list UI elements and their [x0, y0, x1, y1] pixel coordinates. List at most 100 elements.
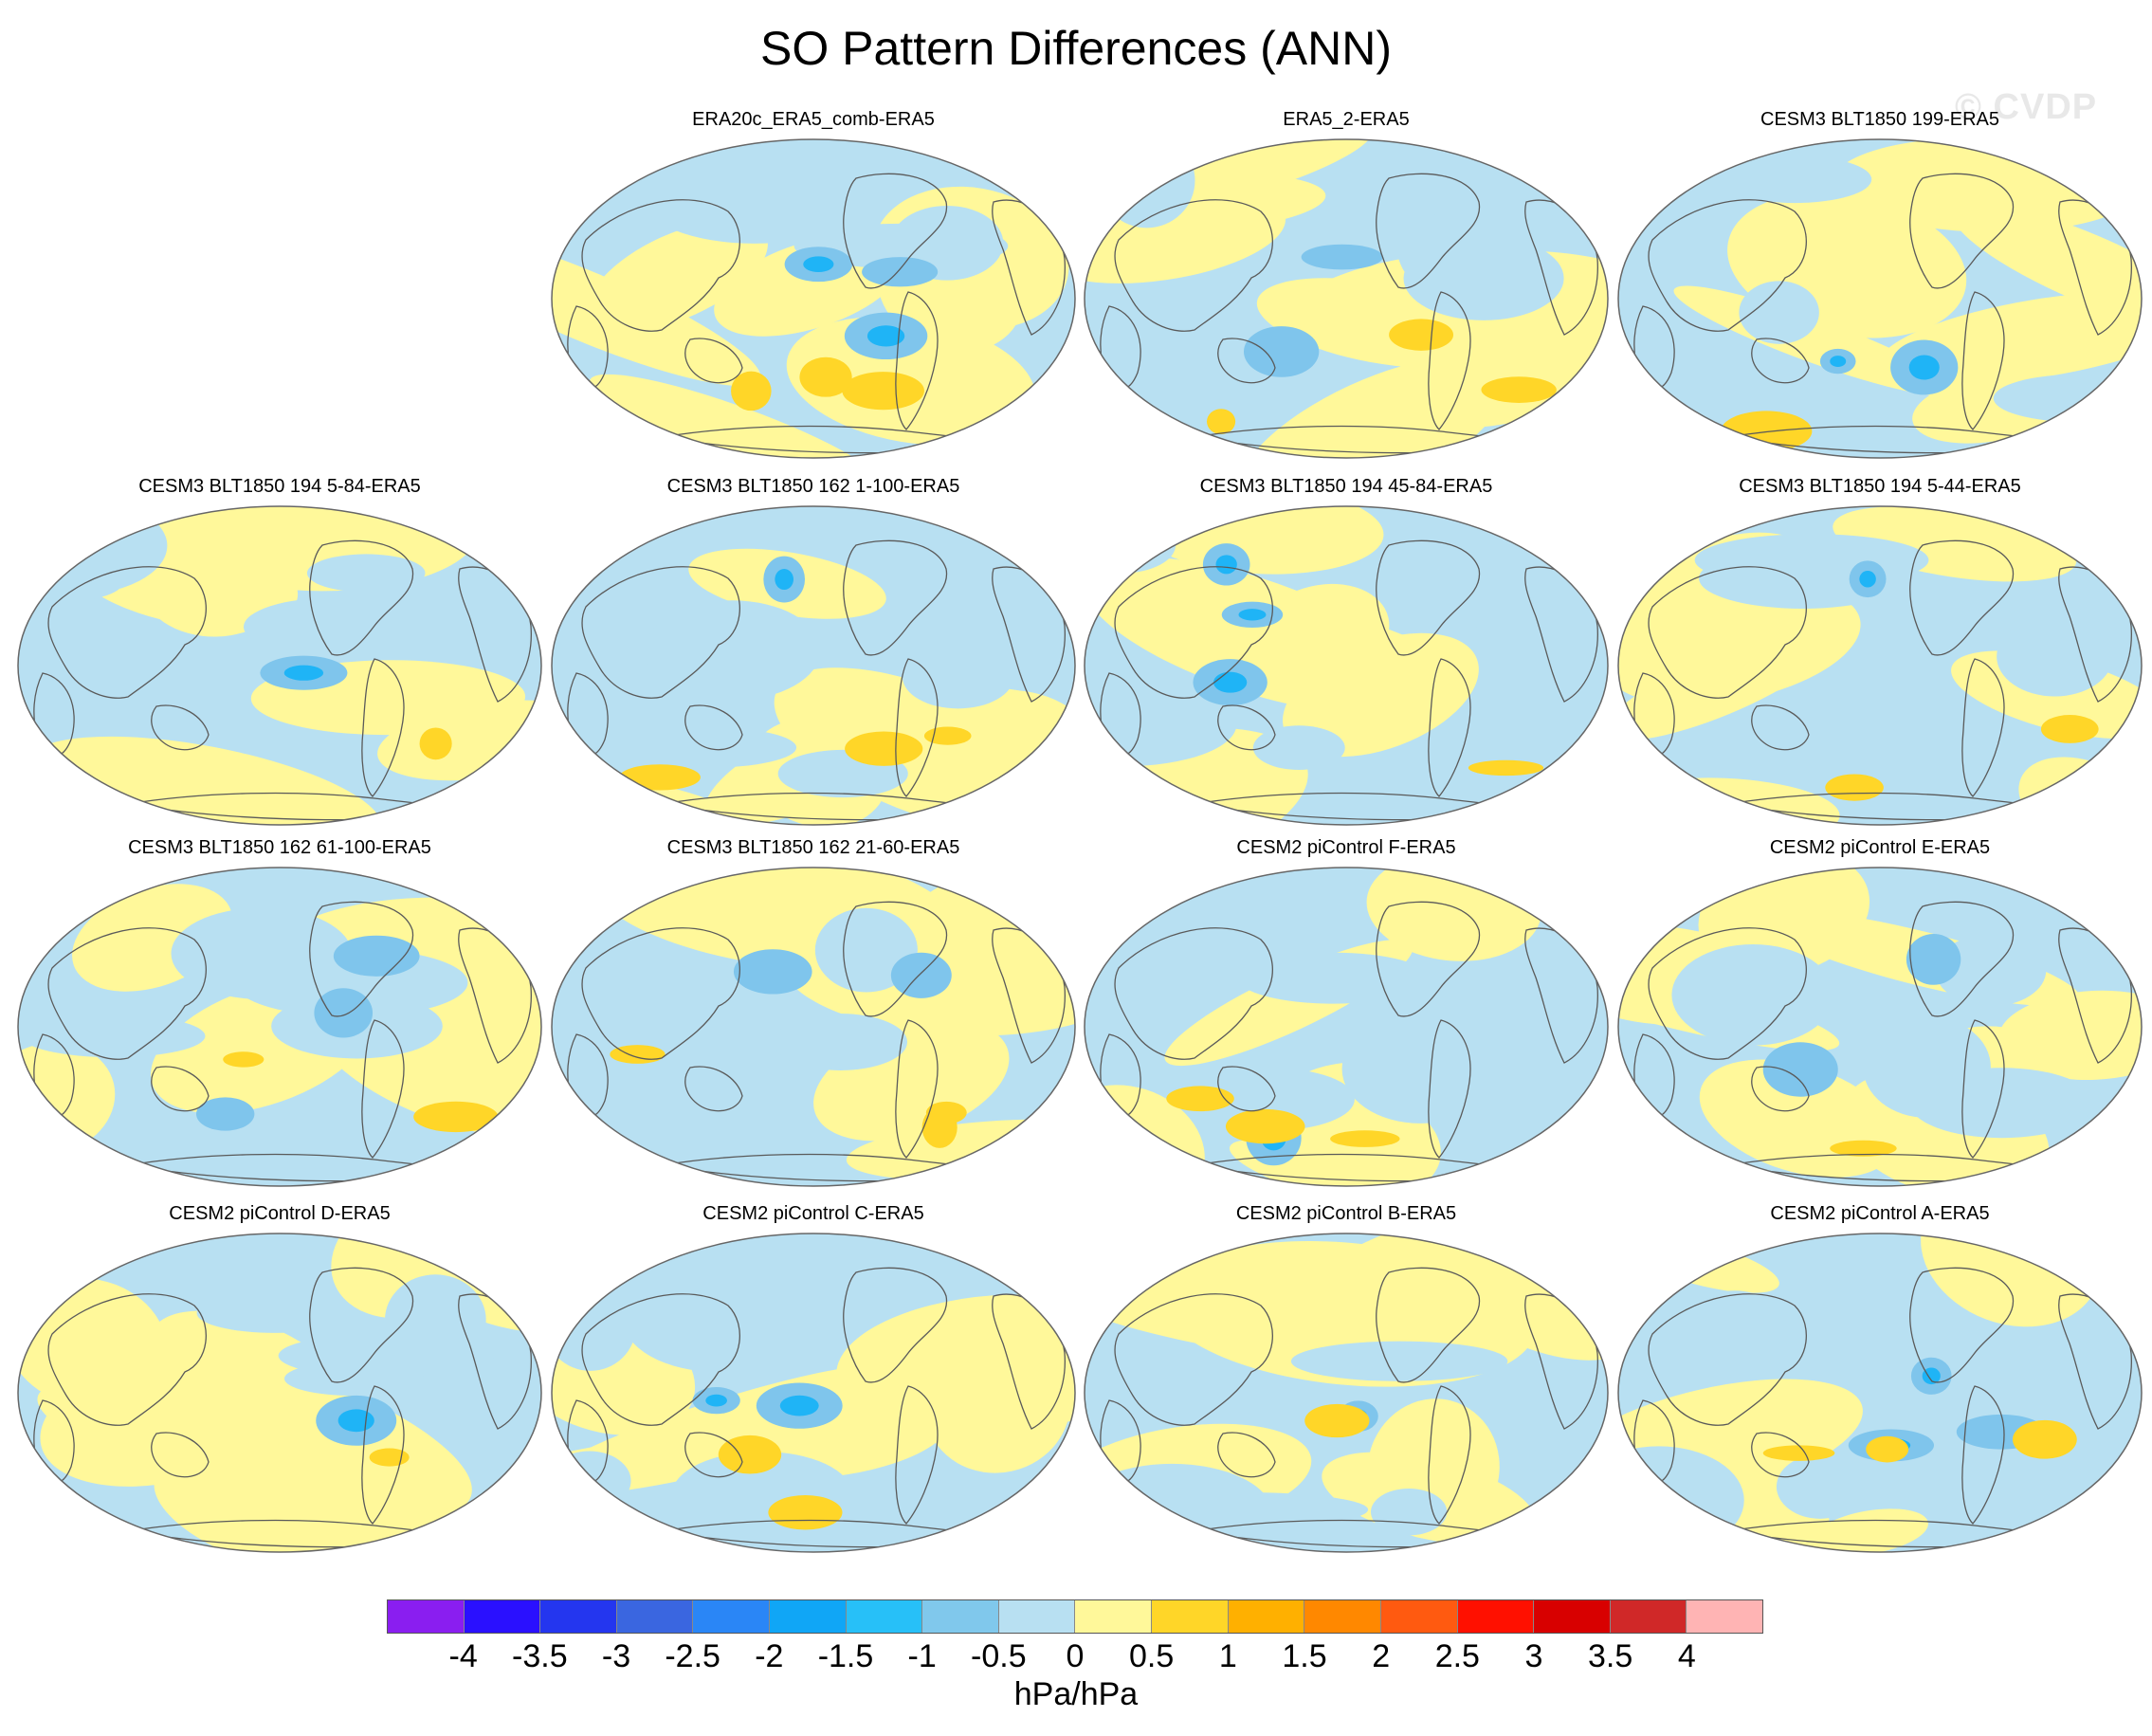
contour-negative-strong: [1213, 671, 1248, 693]
contour-positive: [1618, 584, 1861, 705]
contour-positive: [1252, 583, 1390, 683]
colorbar-tick-label: 3: [1524, 1638, 1543, 1674]
contour-positive-mid: [413, 1101, 499, 1133]
coastline: [843, 1267, 948, 1383]
contour-negative: [1762, 1042, 1838, 1097]
coastline: [309, 1267, 414, 1383]
panel-title: CESM2 piControl E-ERA5: [1769, 837, 1991, 858]
panel-title: ERA20c_ERA5_comb-ERA5: [692, 109, 935, 130]
coastline: [983, 886, 1038, 912]
world-map: [1617, 505, 2143, 826]
contour-positive-mid: [921, 1106, 957, 1148]
coastline: [47, 1293, 207, 1426]
colorbar-tick-label: -3: [601, 1638, 631, 1674]
contour-negative: [1243, 326, 1320, 377]
contour-neutral: [552, 1451, 631, 1511]
coastline: [843, 539, 948, 656]
colorbar-tick-label: 3.5: [1588, 1638, 1633, 1674]
colorbar-tick-label: 4: [1677, 1638, 1696, 1674]
map-field: [1085, 1233, 1608, 1552]
map-border: [551, 867, 1076, 1187]
contour-positive-mid: [1206, 409, 1236, 435]
map-panel: CESM2 piControl E-ERA5: [1614, 837, 2145, 1197]
contour-positive-mid: [610, 1045, 666, 1064]
coastline: [1961, 291, 2005, 430]
contour-positive: [589, 374, 888, 458]
contour-positive: [552, 1358, 685, 1427]
coastline: [2050, 524, 2105, 551]
contour-neutral: [1739, 281, 1819, 344]
map-panel: CESM3 BLT1850 162 21-60-ERA5: [548, 837, 1079, 1197]
contour-positive: [1879, 291, 2142, 385]
map-border: [551, 1233, 1076, 1553]
map-border: [1617, 138, 2143, 459]
contour-positive-mid: [1330, 1130, 1400, 1147]
colorbar-box: [846, 1600, 923, 1633]
map-field: [1618, 868, 2142, 1186]
map-panel: ERA20c_ERA5_comb-ERA5: [548, 109, 1079, 469]
contour-negative: [890, 952, 952, 998]
colorbar-box: [1534, 1600, 1611, 1633]
map-panel: CESM3 BLT1850 162 1-100-ERA5: [548, 476, 1079, 836]
world-map: [1084, 505, 1609, 826]
coastline: [361, 1385, 405, 1525]
coastline: [449, 524, 504, 551]
coastline: [1217, 1066, 1276, 1112]
contour-neutral: [1252, 725, 1345, 771]
coastline: [684, 704, 743, 751]
contour-negative-strong: [337, 1409, 374, 1433]
world-map: [1617, 1233, 2143, 1553]
colorbar-tick-label: -2.5: [665, 1638, 720, 1674]
map-border: [17, 867, 542, 1187]
contour-negative: [196, 1097, 255, 1131]
contour-positive-mid: [223, 1051, 264, 1068]
coastline: [1428, 1019, 1471, 1159]
contour-neutral: [1997, 616, 2113, 697]
contour-positive-mid: [1389, 319, 1454, 351]
contour-neutral: [1370, 1489, 1448, 1536]
contour-neutral: [1345, 178, 1467, 218]
contour-neutral: [773, 1014, 908, 1070]
world-map: [17, 1233, 542, 1553]
contour-neutral: [902, 645, 1014, 709]
map-panel: CESM3 BLT1850 194 5-44-ERA5: [1614, 476, 2145, 836]
contour-neutral: [552, 1280, 636, 1371]
coastline: [151, 1066, 210, 1112]
coastline: [361, 658, 405, 797]
colorbar-tick-label: 1: [1218, 1638, 1237, 1674]
map-panel: CESM3 BLT1850 194 5-84-ERA5: [14, 476, 545, 836]
contour-neutral: [644, 600, 821, 701]
world-map: [17, 867, 542, 1187]
contour-positive: [1952, 202, 2142, 333]
contour-neutral: [1237, 952, 1430, 1004]
contour-negative-strong: [1859, 571, 1876, 588]
map-field: [1618, 506, 2142, 825]
contour-neutral: [1085, 682, 1237, 767]
coastline: [361, 1019, 405, 1159]
panel-title: ERA5_2-ERA5: [1283, 109, 1410, 130]
colorbar-tick-label: -3.5: [512, 1638, 568, 1674]
contour-negative-strong: [283, 665, 324, 681]
colorbar-box: [922, 1600, 999, 1633]
coastline: [1909, 173, 2015, 289]
contour-positive-mid: [369, 1448, 410, 1467]
contour-positive: [1237, 356, 1507, 458]
colorbar-tick-label: -0.5: [971, 1638, 1027, 1674]
contour-neutral: [1742, 704, 1929, 750]
coastline: [1428, 1385, 1471, 1525]
coastline: [1217, 338, 1276, 384]
map-panel: CESM3 BLT1850 199-ERA5: [1614, 109, 2145, 469]
coastline: [843, 901, 948, 1017]
colorbar-box: [998, 1600, 1076, 1633]
coastline: [983, 524, 1038, 551]
contour-neutral: [1122, 1492, 1369, 1527]
contour-negative: [733, 949, 812, 995]
contour-positive-mid: [1225, 1108, 1305, 1144]
coastline: [1909, 1267, 2015, 1383]
coastline: [2050, 886, 2105, 912]
coastline: [684, 1066, 743, 1112]
contour-positive: [1143, 139, 1373, 209]
coastline: [1516, 157, 1571, 184]
contour-neutral: [1191, 1068, 1355, 1131]
panel-title: CESM2 piControl C-ERA5: [702, 1203, 924, 1224]
